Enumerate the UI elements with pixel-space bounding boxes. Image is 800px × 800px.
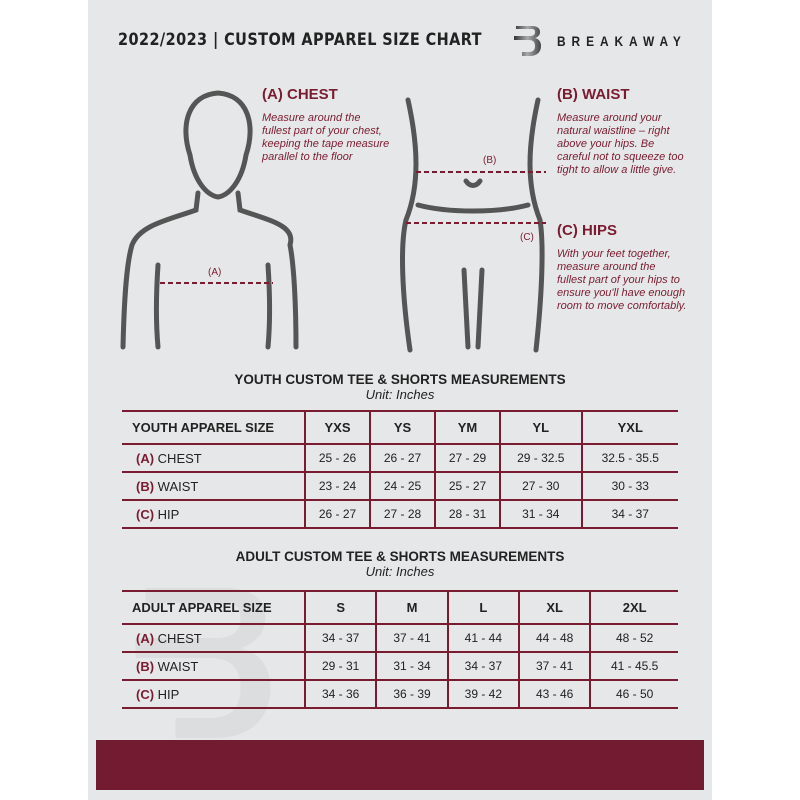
hips-heading: (C) HIPS	[557, 222, 617, 239]
table-header-row: YOUTH APPAREL SIZE YXS YS YM YL YXL	[122, 410, 678, 445]
table-cell: 27 - 29	[434, 443, 500, 473]
table-cell: 48 - 52	[589, 623, 678, 653]
table-cell: 31 - 34	[499, 499, 582, 529]
table-cell: 23 - 24	[304, 471, 370, 501]
row-letter: (C)	[136, 506, 155, 522]
table-cell: 28 - 31	[434, 499, 500, 529]
table-row: (C) HIP 26 - 27 27 - 28 28 - 31 31 - 34 34 - …	[122, 499, 678, 529]
table-row: (C) HIP 34 - 36 36 - 39 39 - 42 43 - 46 46 - …	[122, 679, 678, 709]
chest-description: Measure around the fullest part of your …	[262, 112, 390, 163]
table-cell: 37 - 41	[517, 651, 591, 681]
row-name: CHEST	[157, 450, 202, 466]
waist-description: Measure around your natural waistline – …	[557, 112, 684, 176]
row-letter: (C)	[136, 686, 155, 702]
row-letter: (A)	[136, 450, 155, 466]
table-row: (B) WAIST 23 - 24 24 - 25 25 - 27 27 - 30 30 …	[122, 471, 678, 501]
breakaway-logo-icon	[514, 26, 541, 56]
table-cell: 36 - 39	[375, 679, 448, 709]
row-label: (B) WAIST	[122, 471, 305, 501]
chest-marker: (A)	[208, 267, 222, 278]
row-letter: (B)	[136, 658, 155, 674]
size-header: XL	[517, 590, 591, 625]
youth-title: YOUTH CUSTOM TEE & SHORTS MEASUREMENTS	[234, 372, 566, 387]
adult-unit: Unit: Inches	[365, 564, 435, 579]
table-cell: 27 - 28	[369, 499, 435, 529]
row-label: (C) HIP	[122, 499, 305, 529]
size-header: 2XL	[589, 590, 678, 625]
table-cell: 34 - 37	[580, 499, 678, 529]
table-cell: 41 - 44	[446, 623, 519, 653]
waist-hips-figure-illustration	[400, 97, 546, 353]
size-header: YXS	[304, 410, 370, 445]
table-cell: 29 - 32.5	[499, 443, 582, 473]
table-cell: 27 - 30	[499, 471, 582, 501]
size-header: YXL	[580, 410, 678, 445]
table-cell: 46 - 50	[589, 679, 678, 709]
row-name: WAIST	[157, 658, 199, 674]
table-cell: 34 - 37	[446, 651, 519, 681]
size-column-label: ADULT APPAREL SIZE	[122, 590, 305, 625]
row-name: HIP	[157, 686, 180, 702]
row-name: WAIST	[157, 478, 199, 494]
table-cell: 24 - 25	[369, 471, 435, 501]
adult-title: ADULT CUSTOM TEE & SHORTS MEASUREMENTS	[235, 549, 565, 564]
table-row: (A) CHEST 25 - 26 26 - 27 27 - 29 29 - 32.5 3…	[122, 443, 678, 473]
row-letter: (A)	[136, 630, 155, 646]
table-cell: 26 - 27	[369, 443, 435, 473]
adult-section-heading: ADULT CUSTOM TEE & SHORTS MEASUREMENTS U…	[0, 549, 800, 579]
table-cell: 30 - 33	[580, 471, 678, 501]
waist-heading: (B) WAIST	[557, 86, 630, 103]
table-cell: 25 - 27	[434, 471, 500, 501]
row-name: HIP	[157, 506, 180, 522]
table-cell: 41 - 45.5	[589, 651, 678, 681]
table-cell: 37 - 41	[375, 623, 448, 653]
adult-size-table: ADULT APPAREL SIZE S M L XL 2XL (A) CHEST 34 - …	[122, 590, 678, 709]
table-cell: 44 - 48	[517, 623, 591, 653]
table-cell: 25 - 26	[304, 443, 370, 473]
size-header: M	[375, 590, 448, 625]
chest-heading: (A) CHEST	[262, 86, 338, 103]
youth-section-heading: YOUTH CUSTOM TEE & SHORTS MEASUREMENTS U…	[0, 372, 800, 402]
table-cell: 29 - 31	[303, 651, 377, 681]
table-row: (B) WAIST 29 - 31 31 - 34 34 - 37 37 - 41 41 …	[122, 651, 678, 681]
size-header: YS	[369, 410, 435, 445]
waist-marker: (B)	[483, 155, 497, 166]
row-label: (A) CHEST	[122, 443, 305, 473]
table-cell: 39 - 42	[446, 679, 519, 709]
page-title: 2022/2023 | CUSTOM APPAREL SIZE CHART	[118, 30, 482, 50]
table-cell: 31 - 34	[375, 651, 448, 681]
youth-unit: Unit: Inches	[365, 387, 435, 402]
row-name: CHEST	[157, 630, 202, 646]
size-header: S	[303, 590, 377, 625]
table-cell: 32.5 - 35.5	[580, 443, 678, 473]
table-cell: 43 - 46	[517, 679, 591, 709]
table-cell: 26 - 27	[304, 499, 370, 529]
size-column-label: YOUTH APPAREL SIZE	[122, 410, 305, 445]
table-header-row: ADULT APPAREL SIZE S M L XL 2XL	[122, 590, 678, 625]
size-header: YL	[499, 410, 582, 445]
row-label: (B) WAIST	[122, 651, 305, 681]
hips-description: With your feet together, measure around …	[557, 248, 687, 312]
footer-band	[96, 740, 704, 790]
brand-name: BREAKAWAY	[557, 33, 687, 49]
hips-marker: (C)	[520, 232, 534, 243]
table-cell: 34 - 36	[303, 679, 377, 709]
row-letter: (B)	[136, 478, 155, 494]
table-cell: 34 - 37	[303, 623, 377, 653]
row-label: (C) HIP	[122, 679, 305, 709]
chest-figure-illustration	[120, 90, 299, 350]
size-header: L	[446, 590, 519, 625]
youth-size-table: YOUTH APPAREL SIZE YXS YS YM YL YXL (A) CHEST 2…	[122, 410, 678, 529]
row-label: (A) CHEST	[122, 623, 305, 653]
table-row: (A) CHEST 34 - 37 37 - 41 41 - 44 44 - 48 48 …	[122, 623, 678, 653]
size-header: YM	[434, 410, 500, 445]
